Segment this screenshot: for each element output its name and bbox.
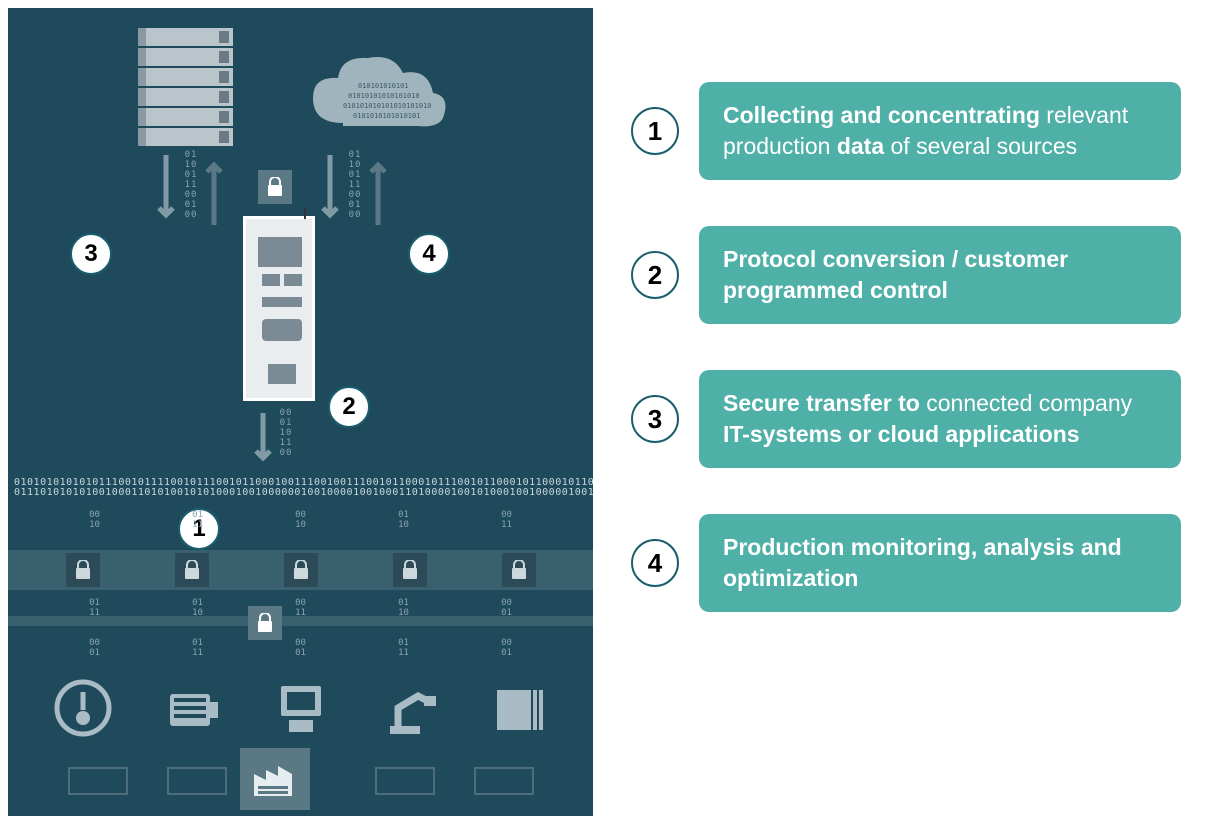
binary-strip: 0101010101010111001011110010111001011000… (8, 478, 593, 508)
diagram-badge-2: 2 (328, 386, 370, 428)
factory-icon (240, 748, 310, 810)
motor-icon (154, 673, 229, 743)
drive-icon (481, 673, 556, 743)
card-text: Collecting and concentrating (723, 102, 1040, 128)
architecture-diagram: 010101010101 01010101010101010 010101010… (8, 8, 593, 816)
feature-card: Secure transfer to connected company IT-… (699, 370, 1181, 468)
card-badge: 4 (631, 539, 679, 587)
card-row: 2 Protocol conversion / customer programm… (631, 226, 1181, 324)
bits-row: 00100111001001100011 (8, 510, 593, 530)
diagram-badge-3: 3 (70, 233, 112, 275)
card-badge: 3 (631, 395, 679, 443)
svg-text:010101010101: 010101010101 (358, 82, 409, 90)
lock-icon (258, 170, 292, 204)
feature-cards: 1 Collecting and concentrating relevant p… (601, 0, 1205, 824)
network-band-2 (8, 616, 593, 626)
hmi-panel-icon (263, 673, 338, 743)
card-text: data (837, 133, 884, 159)
feature-card: Production monitoring, analysis and opti… (699, 514, 1181, 612)
iot-gateway-icon (243, 216, 315, 401)
cloud-icon: 010101010101 01010101010101010 010101010… (303, 48, 453, 143)
data-flow-cloud-icon: 01100111000100 (320, 150, 390, 230)
feature-card: Collecting and concentrating relevant pr… (699, 82, 1181, 180)
lock-icon (248, 606, 282, 640)
card-text: Production monitoring, analysis and opti… (723, 534, 1122, 591)
lock-icon (284, 553, 318, 587)
card-badge: 2 (631, 251, 679, 299)
card-badge: 1 (631, 107, 679, 155)
card-row: 4 Production monitoring, analysis and opt… (631, 514, 1181, 612)
lock-row (8, 553, 593, 587)
temperature-sensor-icon (45, 673, 120, 743)
bits-row: 01110110001101100001 (8, 598, 593, 618)
diagram-badge-4: 4 (408, 233, 450, 275)
lock-icon (393, 553, 427, 587)
card-text: connected company (920, 390, 1132, 416)
device-icons-row (8, 668, 593, 748)
robot-arm-icon (372, 673, 447, 743)
lock-icon (175, 553, 209, 587)
svg-text:01010101010101010: 01010101010101010 (348, 92, 420, 100)
data-flow-down-icon: 0001101100 (253, 408, 323, 470)
svg-text:010101010101010101010: 010101010101010101010 (343, 102, 432, 110)
data-flow-server-icon: 01100111000100 (156, 150, 226, 230)
server-rack-icon (138, 28, 233, 148)
lock-icon (502, 553, 536, 587)
svg-text:0101010101010101: 0101010101010101 (353, 112, 420, 120)
card-text: Secure transfer to (723, 390, 920, 416)
card-text: Protocol conversion / customer programme… (723, 246, 1068, 303)
bits-row: 00010111000101110001 (8, 638, 593, 658)
feature-card: Protocol conversion / customer programme… (699, 226, 1181, 324)
card-row: 3 Secure transfer to connected company IT… (631, 370, 1181, 468)
card-row: 1 Collecting and concentrating relevant p… (631, 82, 1181, 180)
lock-icon (66, 553, 100, 587)
card-text: of several sources (884, 133, 1077, 159)
card-text: IT-systems or cloud applications (723, 421, 1080, 447)
